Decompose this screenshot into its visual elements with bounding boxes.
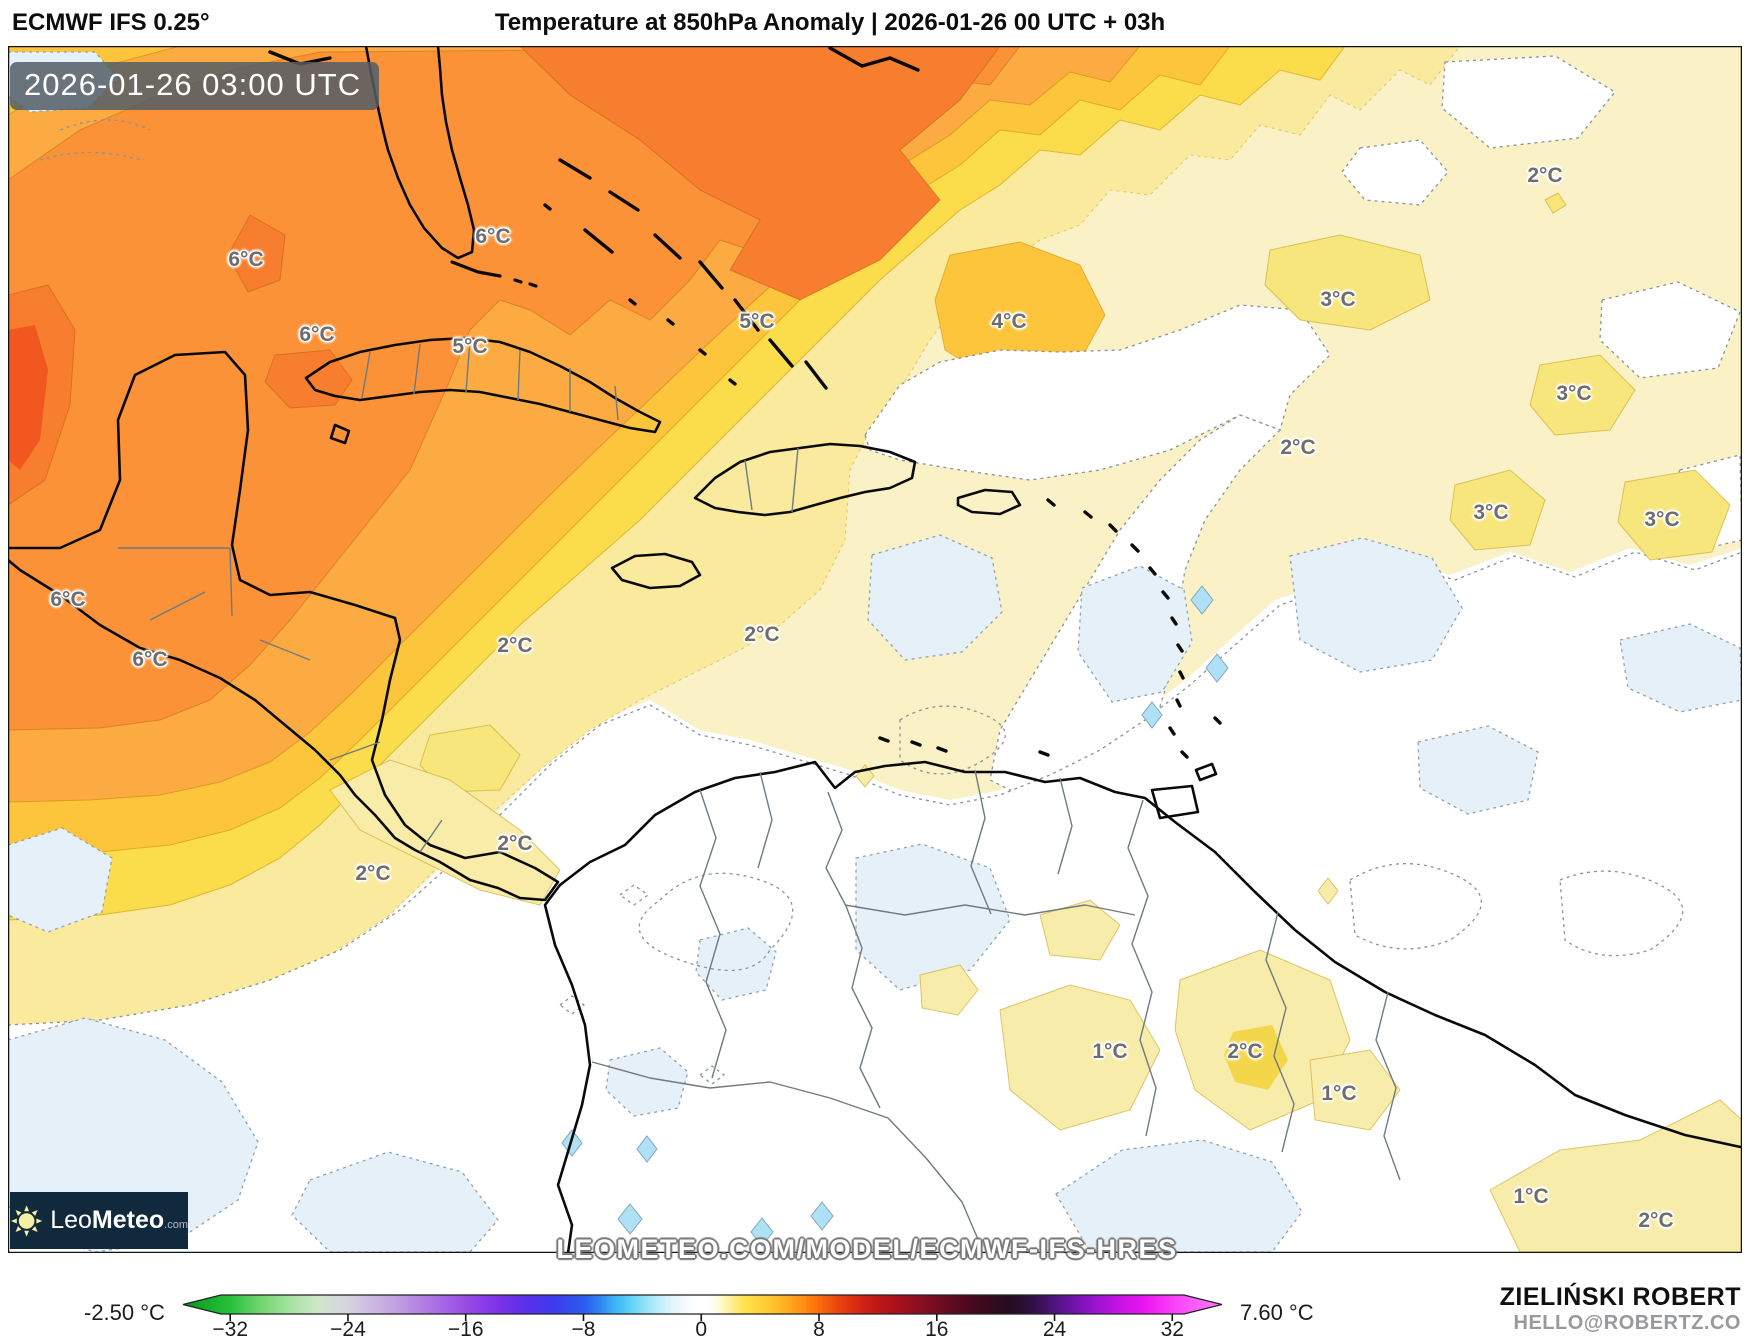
colorbar <box>182 1294 1223 1321</box>
credit-block: ZIELIŃSKI ROBERT HELLO@ROBERTZ.CO <box>1500 1283 1741 1335</box>
coastlines <box>8 46 1742 1253</box>
colorbar-tick-label: −16 <box>447 1318 484 1338</box>
page-title: Temperature at 850hPa Anomaly | 2026-01-… <box>494 9 1166 36</box>
sun-icon <box>10 1204 43 1237</box>
model-name: ECMWF IFS 0.25° <box>12 9 210 36</box>
author-contact: HELLO@ROBERTZ.CO <box>1513 1311 1741 1334</box>
colorbar-tick-label: 16 <box>925 1318 949 1338</box>
watermark: LEOMETEO.COM/MODEL/ECMWF-IFS-HRES <box>556 1234 1178 1264</box>
colorbar-tick-label: 0 <box>695 1318 708 1338</box>
colorbar-tick-label: −24 <box>330 1318 366 1338</box>
timestamp-overlay: 2026-01-26 03:00 UTC <box>10 62 380 110</box>
colorbar-tick-label: −32 <box>212 1318 249 1338</box>
leometeo-logo: LeoMeteo.com <box>10 1192 188 1249</box>
colorbar-bar <box>182 1294 1223 1315</box>
colorbar-tick-label: 24 <box>1042 1318 1067 1338</box>
colorbar-tick-label: −8 <box>571 1318 596 1338</box>
logo-text: LeoMeteo.com <box>50 1206 188 1234</box>
colorbar-ticks <box>229 1314 1174 1321</box>
anomaly-field <box>8 46 1742 1253</box>
author-name: ZIELIŃSKI ROBERT <box>1499 1283 1741 1311</box>
country-borders <box>118 339 1401 1245</box>
colorbar-max-label: 7.60 °C <box>1240 1300 1314 1325</box>
colorbar-min-label: -2.50 °C <box>84 1300 165 1325</box>
colorbar-tick-label: 8 <box>813 1318 825 1338</box>
colorbar-tick-label: 32 <box>1160 1318 1184 1338</box>
